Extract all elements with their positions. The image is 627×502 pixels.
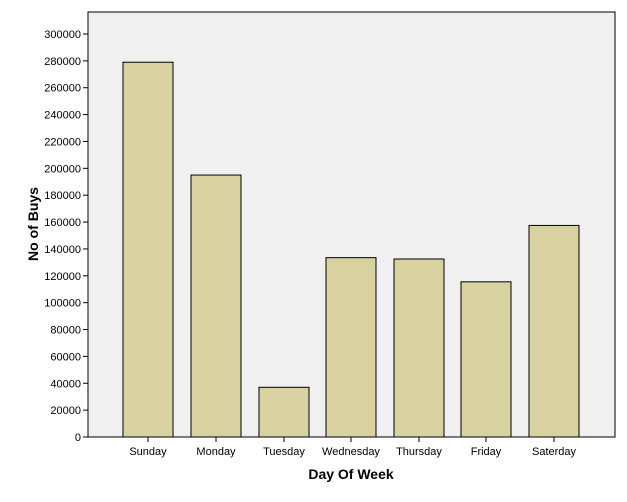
x-tick-label: Monday: [196, 446, 236, 458]
y-tick-label: 120000: [44, 271, 81, 283]
y-tick-label: 0: [75, 432, 81, 444]
y-axis-title: No of Buys: [25, 187, 41, 261]
y-tick-label: 100000: [44, 298, 81, 310]
bar-thursday: [393, 258, 445, 438]
x-tick-label: Wednesday: [322, 446, 380, 458]
y-tick-label: 260000: [44, 83, 81, 95]
y-tick-label: 240000: [44, 110, 81, 122]
x-axis: Sunday Monday Tuesday Wednesday Thursday Frid…: [129, 437, 577, 458]
y-tick-label: 60000: [50, 351, 81, 363]
bar-monday: [190, 174, 242, 438]
y-tick-label: 180000: [44, 190, 81, 202]
bar-tuesday: [258, 386, 310, 438]
y-tick-label: 80000: [50, 325, 81, 337]
y-axis: 0 20000 40000 60000 80000 100000 120000 140000 1…: [44, 29, 88, 444]
x-axis-title: Day Of Week: [308, 466, 394, 482]
y-tick-label: 140000: [44, 244, 81, 256]
x-tick-label: Saterday: [532, 446, 577, 458]
x-tick-label: Thursday: [396, 446, 442, 458]
bar-friday: [460, 281, 512, 438]
bar-saterday: [528, 224, 580, 438]
y-tick-label: 20000: [50, 405, 81, 417]
y-tick-label: 160000: [44, 217, 81, 229]
y-tick-label: 300000: [44, 29, 81, 41]
x-tick-label: Friday: [471, 446, 502, 458]
x-tick-label: Sunday: [129, 446, 167, 458]
y-tick-label: 40000: [50, 378, 81, 390]
bar-wednesday: [325, 257, 377, 438]
x-tick-label: Tuesday: [263, 446, 305, 458]
bars: [122, 61, 580, 438]
y-tick-label: 200000: [44, 163, 81, 175]
y-tick-label: 280000: [44, 56, 81, 68]
y-tick-label: 220000: [44, 136, 81, 148]
bar-sunday: [122, 61, 174, 438]
